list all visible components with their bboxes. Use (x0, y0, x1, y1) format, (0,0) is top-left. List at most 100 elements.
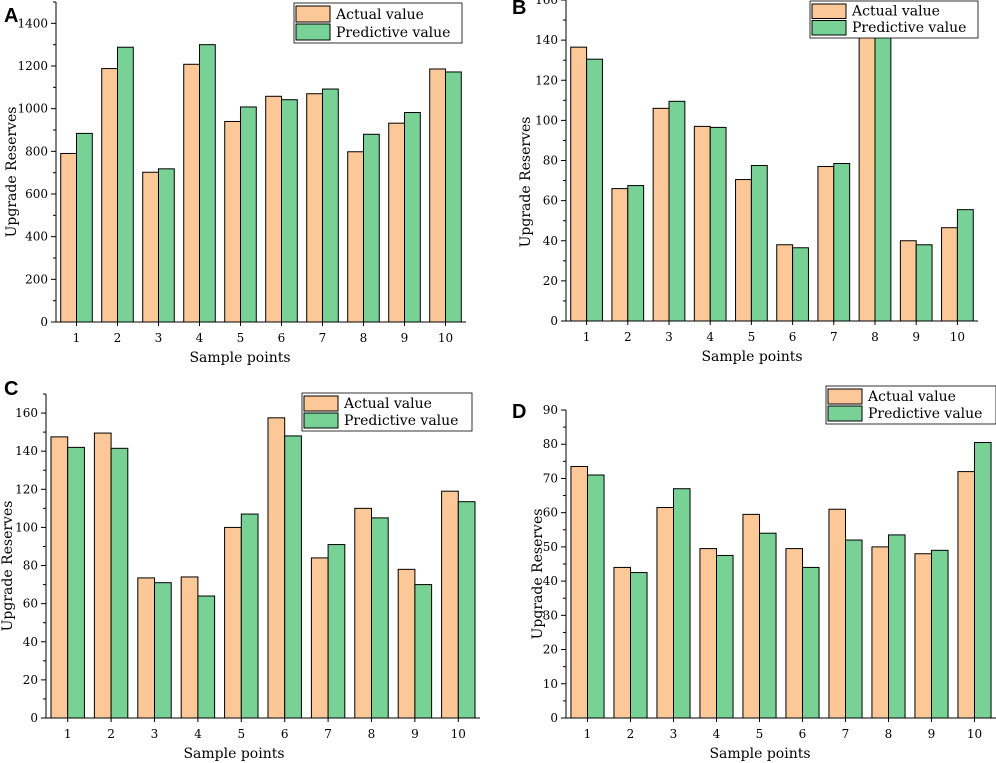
bar-predictive-6 (281, 99, 298, 323)
x-tick-label: 6 (278, 331, 286, 345)
bar-actual-6 (267, 417, 286, 719)
x-tick-label: 5 (237, 331, 245, 345)
bar-predictive-6 (802, 566, 820, 719)
y-tick-label: 20 (23, 673, 38, 687)
x-tick-label: 5 (237, 727, 245, 741)
bar-predictive-7 (845, 539, 863, 719)
y-tick-label: 800 (25, 144, 48, 158)
bar-actual-4 (693, 125, 711, 322)
y-tick-label: 120 (535, 73, 558, 87)
x-tick-label: 3 (151, 727, 159, 741)
y-tick-label: 40 (543, 234, 558, 248)
x-tick-label: 7 (319, 331, 327, 345)
bar-predictive-10 (445, 71, 462, 323)
bar-predictive-4 (197, 595, 216, 719)
legend-swatch-actual (811, 3, 847, 19)
x-tick-label: 9 (411, 727, 419, 741)
legend-swatch-predictive (295, 23, 331, 41)
bar-actual-4 (180, 576, 199, 719)
bar-actual-5 (224, 120, 242, 323)
y-tick-label: 1200 (17, 59, 48, 73)
y-tick-label: 140 (15, 444, 38, 458)
bar-predictive-10 (956, 209, 974, 322)
legend-swatch-actual (827, 388, 863, 405)
y-tick-label: 0 (40, 315, 48, 329)
y-tick-label: 1400 (17, 16, 48, 30)
bar-predictive-9 (931, 549, 949, 719)
x-tick-label: 6 (799, 727, 807, 741)
legend-label-actual: Actual value (335, 7, 424, 23)
x-tick-label: 3 (155, 331, 163, 345)
x-tick-label: 9 (401, 331, 409, 345)
bar-predictive-10 (457, 501, 476, 719)
bar-actual-5 (735, 179, 752, 322)
x-tick-label: 8 (360, 331, 368, 345)
bar-actual-3 (142, 171, 160, 323)
y-tick-label: 40 (23, 635, 38, 649)
y-tick-label: 20 (543, 274, 558, 288)
legend-swatch-actual (295, 5, 331, 23)
x-tick-label: 7 (324, 727, 332, 741)
x-tick-label: 1 (73, 331, 81, 345)
bar-predictive-1 (586, 58, 603, 322)
x-tick-label: 9 (928, 727, 936, 741)
y-tick-label: 50 (543, 540, 558, 554)
bar-actual-8 (871, 546, 890, 719)
bar-actual-6 (776, 244, 794, 322)
bar-predictive-8 (874, 23, 892, 322)
x-tick-label: 1 (583, 330, 591, 344)
bar-predictive-5 (240, 106, 257, 323)
bar-actual-10 (441, 490, 459, 719)
bar-actual-8 (347, 151, 364, 323)
legend-label-predictive: Predictive value (852, 20, 966, 36)
x-tick-label: 10 (950, 330, 965, 344)
chart-panel-d: D 0 10 20 30 40 50 60 70 80 90 1 2 3 4 5 6 7 8 9 10 Sample po… (512, 385, 996, 762)
bar-actual-5 (224, 526, 242, 719)
bar-actual-4 (699, 548, 718, 719)
x-axis-title: Sample points (701, 349, 802, 365)
bar-actual-8 (354, 507, 373, 719)
y-tick-label: 80 (543, 154, 558, 168)
y-axis-title: Upgrade Reserves (4, 107, 20, 238)
bar-actual-6 (785, 548, 804, 719)
bar-actual-10 (957, 471, 976, 719)
y-tick-label: 70 (543, 471, 558, 485)
x-tick-label: 2 (107, 727, 115, 741)
y-tick-label: 80 (543, 437, 558, 451)
bar-predictive-4 (716, 554, 734, 719)
x-tick-label: 10 (967, 727, 982, 741)
y-tick-label: 100 (535, 113, 558, 127)
bar-predictive-9 (915, 244, 933, 322)
bar-predictive-1 (76, 132, 93, 323)
y-axis-title: Upgrade Reserves (530, 509, 546, 640)
x-axis-title: Sample points (183, 746, 284, 762)
x-tick-label: 4 (713, 727, 721, 741)
y-tick-label: 1000 (17, 102, 48, 116)
bar-actual-7 (310, 557, 329, 719)
y-tick-label: 20 (543, 643, 558, 657)
bar-predictive-5 (750, 165, 768, 322)
x-tick-label: 6 (789, 330, 797, 344)
y-tick-label: 400 (25, 230, 48, 244)
y-tick-label: 600 (25, 187, 48, 201)
bar-predictive-6 (792, 247, 809, 322)
y-tick-label: 30 (543, 608, 558, 622)
bar-actual-10 (429, 68, 446, 323)
bar-actual-9 (914, 553, 933, 719)
legend-swatch-actual (303, 395, 339, 412)
bar-predictive-2 (627, 185, 645, 322)
legend-label-actual: Actual value (851, 4, 940, 20)
x-tick-label: 6 (281, 727, 289, 741)
legend-swatch-predictive (811, 20, 847, 36)
x-tick-label: 5 (756, 727, 764, 741)
x-axis-title: Sample points (189, 350, 290, 366)
bar-predictive-6 (284, 435, 302, 719)
x-tick-label: 8 (871, 330, 879, 344)
bar-actual-8 (858, 19, 876, 322)
panel-label: D (512, 401, 526, 423)
y-tick-label: 60 (23, 597, 38, 611)
